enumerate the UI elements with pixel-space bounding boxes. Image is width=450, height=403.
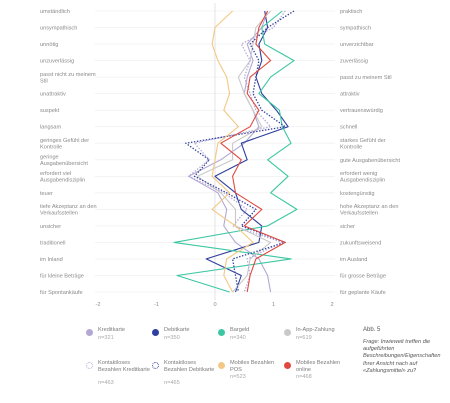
right-label: Ausgabendisziplin bbox=[340, 178, 385, 184]
legend-label: Mobiles Bezahlen POS bbox=[230, 360, 275, 373]
left-label: Verkaufsstellen bbox=[40, 211, 78, 217]
right-label: kostengünstig bbox=[340, 191, 375, 197]
right-label: schnell bbox=[340, 125, 357, 131]
legend-swatch bbox=[218, 329, 225, 336]
right-label: hohe Akzeptanz an den bbox=[340, 204, 398, 210]
legend-sample-size: n=465 bbox=[164, 380, 180, 386]
right-label: Kontrolle bbox=[340, 145, 362, 151]
left-label: passt nicht zu meinem bbox=[40, 72, 96, 78]
legend-swatch bbox=[152, 362, 159, 369]
series-lines bbox=[173, 10, 298, 293]
series-line bbox=[185, 10, 295, 293]
legend-sample-size: n=523 bbox=[230, 374, 246, 380]
right-label: zukunftsweisend bbox=[340, 240, 381, 246]
legend-label: Kontaktloses Bezahlen Kreditkarte bbox=[98, 360, 150, 373]
right-label: attraktiv bbox=[340, 92, 360, 98]
right-label: für grosse Beträge bbox=[340, 273, 386, 279]
right-axis-labels: praktisch sympathisch unverzichtbar zuverlä… bbox=[340, 9, 400, 296]
left-axis-labels: umständlich unsympathisch unnötig unzuverlä… bbox=[40, 9, 97, 296]
left-label: traditionell bbox=[40, 240, 66, 246]
x-tick-label: 0 bbox=[213, 302, 216, 308]
legend-sample-size: n=619 bbox=[296, 335, 312, 341]
right-label: passt zu meinem Stil bbox=[340, 75, 392, 81]
left-label: unsympathisch bbox=[40, 26, 77, 32]
left-label: Stil bbox=[40, 78, 48, 84]
left-label: Ausgabenübersicht bbox=[40, 161, 88, 167]
left-label: tiefe Akzeptanz an den bbox=[40, 204, 97, 210]
series-line bbox=[188, 10, 286, 293]
legend-swatch bbox=[86, 329, 93, 336]
left-label: erfordert viel bbox=[40, 171, 71, 177]
left-label: unnötig bbox=[40, 42, 58, 48]
question-caption: Frage: Inwieweit treffen die aufgeführte… bbox=[363, 339, 441, 374]
left-label: Kontrolle bbox=[40, 145, 62, 151]
right-label: vertrauenswürdig bbox=[340, 108, 383, 114]
x-tick-label: 1 bbox=[272, 302, 275, 308]
left-label: teuer bbox=[40, 191, 53, 197]
legend-label: In-App-Zahlung bbox=[296, 327, 335, 333]
x-axis-ticks: -2 -1 0 1 2 bbox=[96, 302, 334, 308]
left-label: Ausgabendisziplin bbox=[40, 178, 85, 184]
left-label: unattraktiv bbox=[40, 92, 66, 98]
chart-canvas: umständlich unsympathisch unnötig unzuverlä… bbox=[40, 3, 400, 308]
right-label: praktisch bbox=[340, 9, 362, 15]
left-label: für kleine Beträge bbox=[40, 273, 84, 279]
series-line bbox=[220, 10, 286, 293]
legend-sample-size: n=350 bbox=[164, 335, 180, 341]
right-label: erfordert wenig bbox=[340, 171, 377, 177]
legend-label: Bargeld bbox=[230, 327, 250, 333]
right-label: für geplante Käufe bbox=[340, 290, 386, 296]
legend-label: Debitkarte bbox=[164, 327, 190, 333]
x-tick-label: -1 bbox=[154, 302, 159, 308]
left-label: unsicher bbox=[40, 224, 61, 230]
left-label: langsam bbox=[40, 125, 61, 131]
right-label: starkes Gefühl der bbox=[340, 138, 386, 144]
series-line bbox=[196, 10, 272, 293]
legend-swatch bbox=[284, 362, 291, 369]
legend-sample-size: n=340 bbox=[230, 335, 246, 341]
series-line bbox=[211, 10, 254, 293]
legend-swatch bbox=[152, 329, 159, 336]
series-line bbox=[173, 10, 298, 293]
x-tick-label: 2 bbox=[330, 302, 333, 308]
series-line bbox=[205, 10, 289, 293]
right-label: unverzichtbar bbox=[340, 42, 374, 48]
legend-swatch bbox=[284, 329, 291, 336]
right-label: sympathisch bbox=[340, 26, 371, 32]
legend-sample-size: n=468 bbox=[296, 374, 312, 380]
right-label: gute Ausgabenübersicht bbox=[340, 158, 400, 164]
grid bbox=[95, 3, 335, 300]
legend-swatch bbox=[86, 362, 93, 369]
legend-label: Kontaktloses Bezahlen Debitkarte bbox=[164, 360, 215, 373]
left-label: für Spontankäufe bbox=[40, 290, 83, 296]
x-tick-label: -2 bbox=[96, 302, 101, 308]
figure-number: Abb. 5 bbox=[363, 327, 381, 333]
left-label: suspekt bbox=[40, 108, 60, 114]
right-label: zuverlässig bbox=[340, 59, 368, 65]
left-label: geringe bbox=[40, 154, 59, 160]
left-label: unzuverlässig bbox=[40, 59, 74, 65]
legend-label: Mobiles Bezahlen online bbox=[296, 360, 341, 373]
right-label: im Ausland bbox=[340, 257, 367, 263]
right-label: sicher bbox=[340, 224, 355, 230]
legend-sample-size: n=463 bbox=[98, 380, 114, 386]
left-label: geringes Gefühl der bbox=[40, 138, 89, 144]
left-label: im Inland bbox=[40, 257, 63, 263]
legend-sample-size: n=321 bbox=[98, 335, 114, 341]
right-label: Verkaufsstellen bbox=[340, 211, 378, 217]
left-label: umständlich bbox=[40, 9, 70, 15]
legend-label: Kreditkarte bbox=[98, 327, 126, 333]
legend-swatch bbox=[218, 362, 225, 369]
